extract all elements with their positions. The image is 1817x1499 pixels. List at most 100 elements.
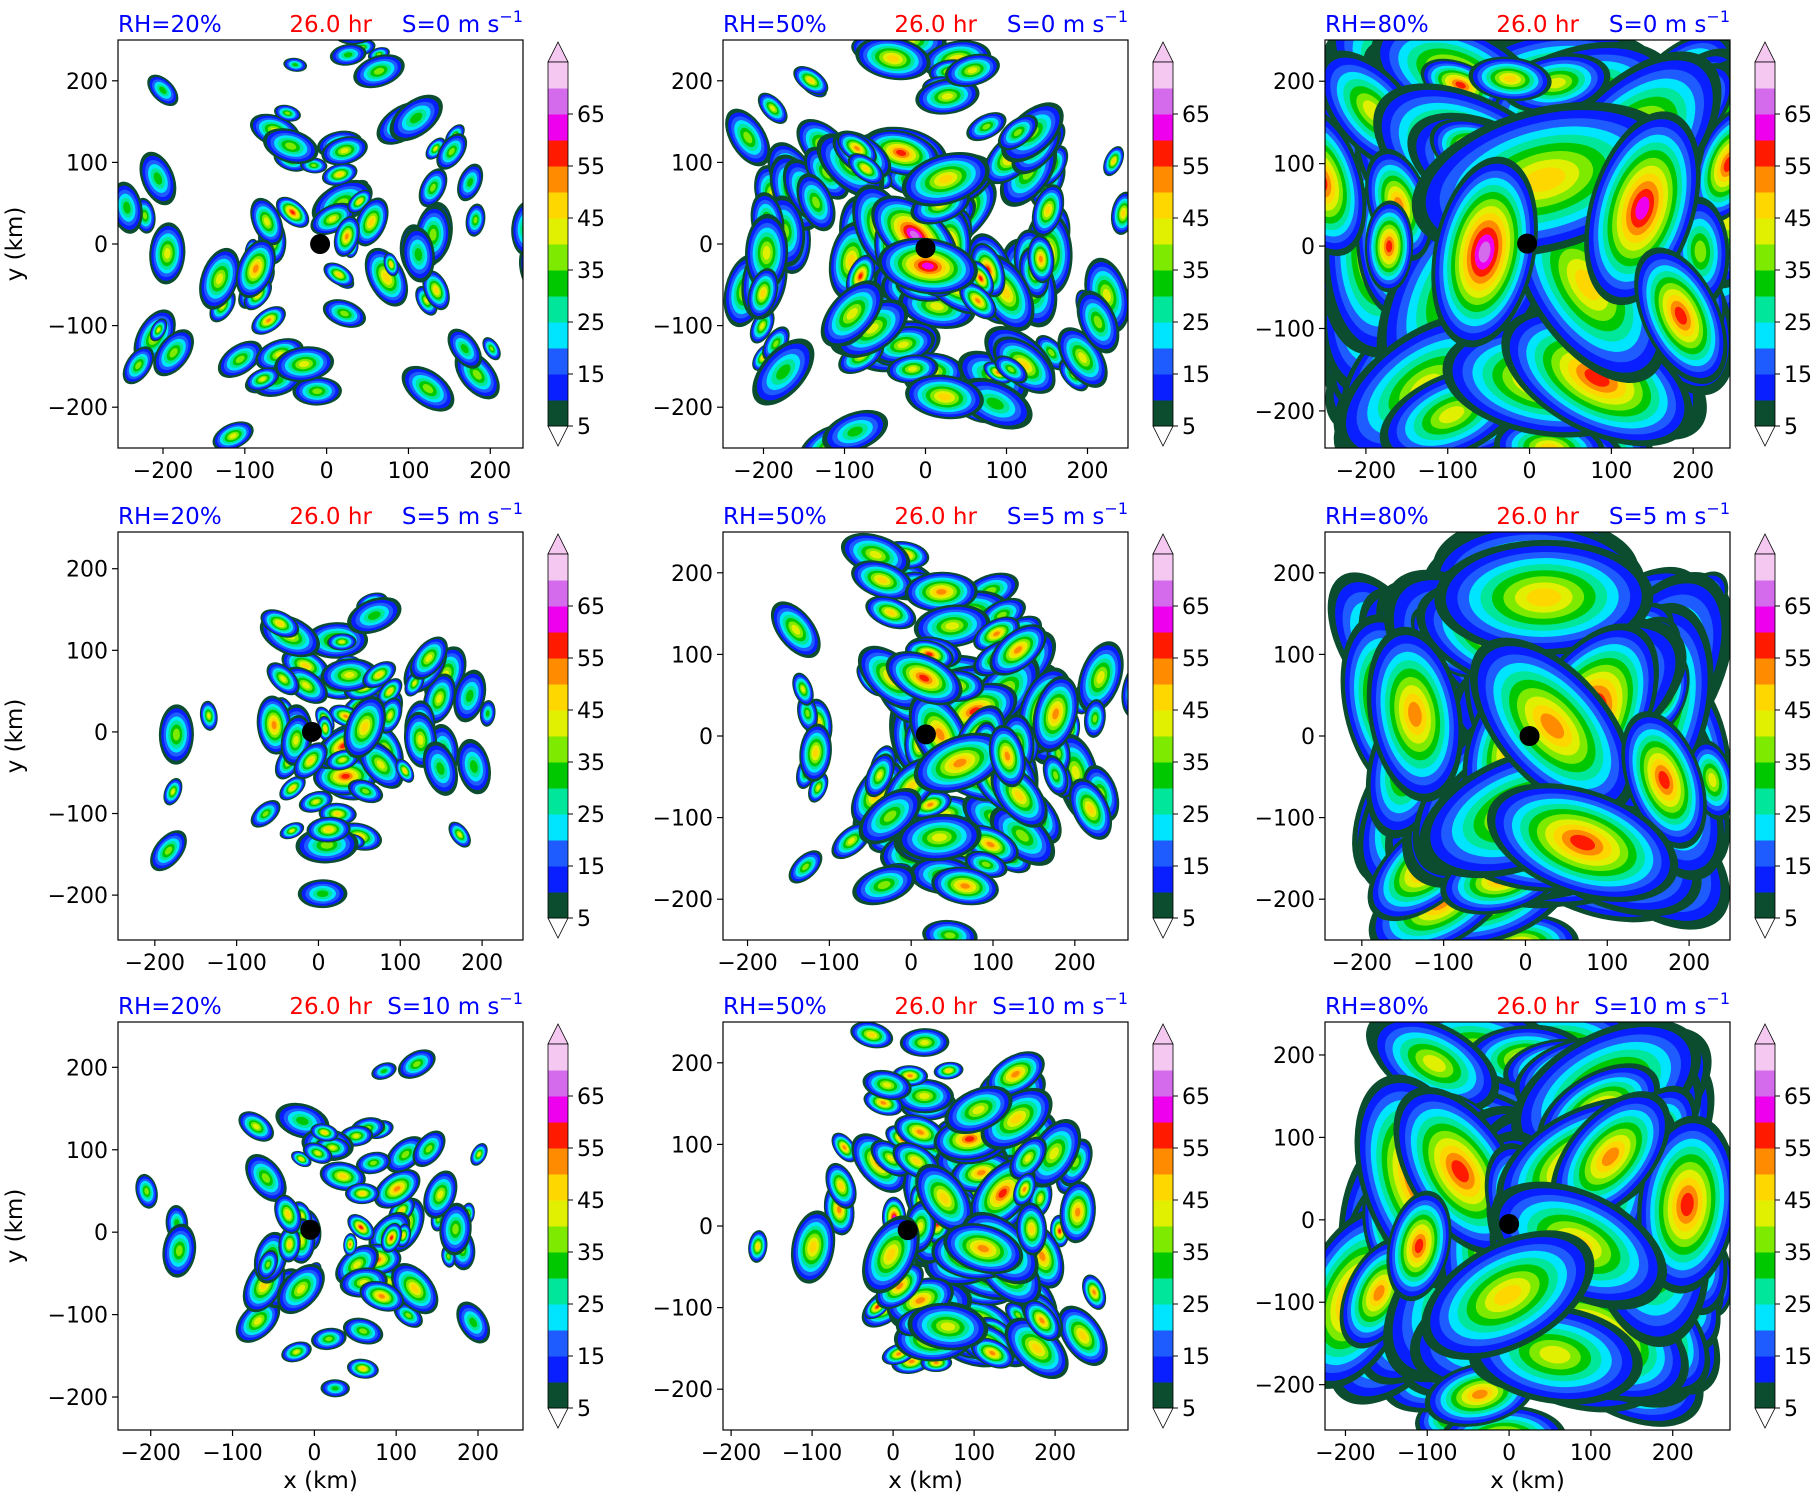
echo-cell	[994, 355, 1028, 384]
reflectivity-field	[1325, 1022, 1730, 1430]
x-tick-label: 100	[953, 1441, 995, 1466]
echo-cell	[1637, 1115, 1730, 1294]
shear-label: S=10 m s−1	[992, 989, 1128, 1020]
colorbar-segment	[1153, 788, 1173, 815]
y-tick-label: 200	[66, 1056, 108, 1081]
colorbar-segment	[1153, 554, 1173, 581]
echo-cell	[347, 779, 384, 804]
echo-cell	[915, 78, 980, 115]
y-tick-label: −100	[1255, 1291, 1315, 1316]
colorbar-tick-label: 15	[577, 363, 605, 388]
echo-cell	[944, 1085, 1013, 1135]
colorbar-tick-label: 55	[1182, 1137, 1210, 1162]
echo-cell	[153, 329, 194, 377]
echo-cell	[748, 1230, 768, 1263]
colorbar-tick-label: 5	[1784, 415, 1798, 440]
time-label: 26.0 hr	[894, 12, 977, 38]
x-tick-label: 0	[919, 459, 933, 484]
x-tick-label: −200	[1336, 459, 1396, 484]
echo-cell	[865, 595, 917, 630]
y-tick-label: 0	[1301, 725, 1315, 750]
echo-cell	[886, 354, 939, 384]
reflectivity-field	[1325, 40, 1730, 448]
colorbar: 5 15 25 35 45 55 65	[547, 533, 605, 939]
colorbar-segment	[548, 218, 568, 245]
axes-frame	[117, 531, 524, 941]
colorbar-tick-label: 55	[577, 1137, 605, 1162]
echo-cell	[905, 374, 984, 420]
colorbar-segment	[1755, 606, 1775, 633]
echo-cell	[797, 695, 818, 732]
shear-unit-exponent: −1	[1104, 7, 1128, 26]
shear-unit-exponent: −1	[1104, 499, 1128, 518]
colorbar-segment	[1755, 1174, 1775, 1201]
storm-center-marker	[301, 721, 322, 742]
colorbar-segment	[548, 114, 568, 141]
x-tick-label: 100	[986, 459, 1028, 484]
colorbar-segment	[548, 348, 568, 375]
colorbar-segment	[548, 658, 568, 685]
x-tick-label: 100	[1570, 1441, 1612, 1466]
y-axis-title: y (km)	[2, 1189, 28, 1264]
y-tick-label: 100	[66, 151, 108, 176]
x-tick-label: 200	[1652, 1441, 1694, 1466]
y-axis-title: y (km)	[2, 699, 28, 774]
x-tick-label: −200	[121, 1441, 181, 1466]
echo-cell	[412, 1130, 446, 1168]
x-tick-label: −200	[1332, 951, 1392, 976]
echo-cell	[322, 299, 367, 328]
y-tick-label: 0	[699, 233, 713, 258]
echo-cell	[163, 777, 183, 806]
colorbar-segment	[1153, 166, 1173, 193]
echo-cell	[275, 196, 310, 228]
shear-label: S=0 m s−1	[402, 7, 523, 38]
colorbar-segment	[1153, 1122, 1173, 1149]
echo-cell	[752, 338, 815, 406]
colorbar-segment	[1755, 1278, 1775, 1305]
colorbar-segment	[1153, 400, 1173, 427]
colorbar-segment	[548, 192, 568, 219]
echo-cell	[274, 1194, 302, 1234]
y-tick-label: 0	[699, 725, 713, 750]
y-tick-label: 100	[671, 1133, 713, 1158]
colorbar: 5 15 25 35 45 55 65	[1754, 1023, 1812, 1429]
y-tick-label: 0	[699, 1215, 713, 1240]
echo-cell	[836, 299, 909, 358]
colorbar-segment	[548, 270, 568, 297]
x-tick-label: 200	[1672, 459, 1714, 484]
rh-label: RH=80%	[1325, 12, 1429, 38]
echo-cell	[864, 753, 895, 798]
y-tick-label: 200	[66, 558, 108, 583]
shear-label: S=5 m s−1	[1609, 499, 1730, 530]
echo-cell	[389, 94, 443, 142]
colorbar-tick-label: 35	[1784, 1241, 1812, 1266]
y-tick-label: −100	[48, 315, 108, 340]
colorbar-segment	[548, 606, 568, 633]
echo-cell	[894, 1078, 954, 1114]
echo-cell	[986, 1051, 1045, 1098]
colorbar-tick-label: 35	[577, 751, 605, 776]
x-tick-label: −100	[202, 1441, 262, 1466]
colorbar-segment	[1755, 1330, 1775, 1357]
colorbar-extend-max	[1152, 1023, 1174, 1045]
colorbar-segment	[1755, 1356, 1775, 1383]
colorbar-tick-label: 65	[577, 103, 605, 128]
colorbar-tick-label: 35	[1182, 259, 1210, 284]
echo-cell	[448, 821, 471, 848]
echo-cell	[354, 197, 389, 247]
colorbar-extend-max	[1152, 533, 1174, 555]
colorbar: 5 15 25 35 45 55 65	[1754, 41, 1812, 447]
echo-cell	[436, 133, 468, 170]
colorbar-segment	[548, 1148, 568, 1175]
colorbar-tick-label: 25	[577, 1293, 605, 1318]
echo-cell	[418, 168, 448, 208]
storm-center-marker	[310, 234, 331, 254]
colorbar-segment	[1153, 244, 1173, 271]
echo-cell	[822, 409, 889, 448]
x-tick-label: 200	[1034, 1441, 1076, 1466]
shear-value: S=10 m s	[992, 994, 1104, 1020]
colorbar-tick-label: 15	[577, 1345, 605, 1370]
colorbar-tick-label: 15	[577, 855, 605, 880]
shear-value: S=5 m s	[402, 504, 500, 530]
y-tick-label: −200	[653, 396, 713, 421]
